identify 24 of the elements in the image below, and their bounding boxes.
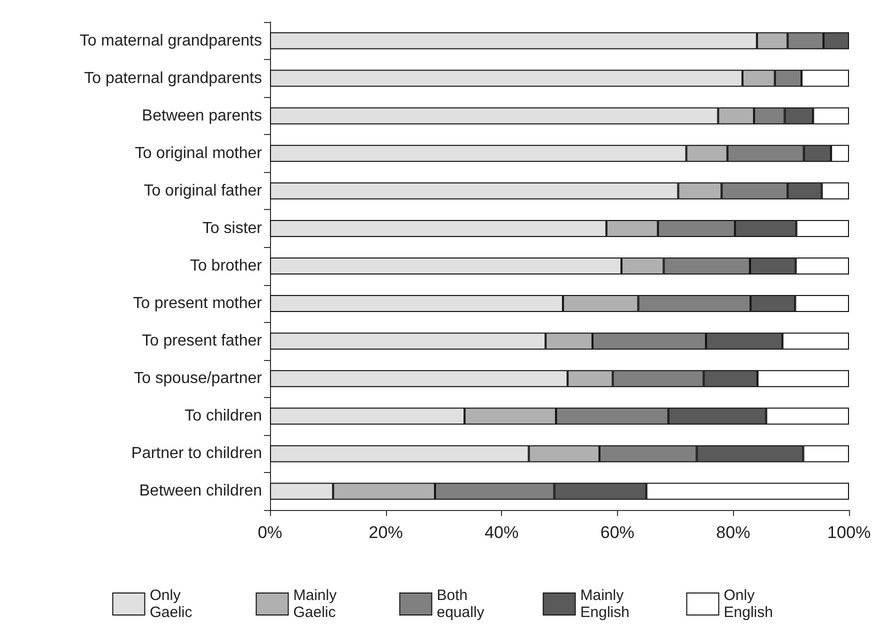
x-tick-label: 40% bbox=[484, 523, 519, 542]
y-tick-label: To paternal grandparents bbox=[84, 70, 262, 87]
legend-label: Only Gaelic bbox=[150, 587, 193, 621]
y-tick-label: To brother bbox=[190, 258, 263, 274]
x-tick-label: 100% bbox=[827, 523, 871, 542]
x-tick-label: 80% bbox=[716, 523, 750, 542]
y-tick-label: To children bbox=[184, 408, 262, 425]
x-tick-label: 60% bbox=[600, 523, 634, 542]
y-tick-label: To present mother bbox=[133, 295, 263, 312]
y-tick-label: To present father bbox=[142, 332, 263, 350]
y-tick-label: To spouse/partner bbox=[134, 370, 263, 388]
y-tick-label: Between children bbox=[139, 482, 262, 500]
y-tick-label: Between parents bbox=[142, 107, 262, 124]
legend-label: Only English bbox=[724, 587, 773, 621]
legend-label: Mainly Gaelic bbox=[293, 587, 341, 621]
legend-label: Mainly English bbox=[580, 587, 630, 621]
y-tick-label: To sister bbox=[202, 220, 263, 237]
x-tick-label: 20% bbox=[368, 523, 403, 542]
y-tick-label: To original father bbox=[144, 182, 263, 200]
x-tick-label: 0% bbox=[258, 523, 282, 542]
y-tick-label: To original mother bbox=[134, 144, 263, 162]
y-tick-label: Partner to children bbox=[131, 445, 262, 462]
legend-label: Both equally bbox=[436, 587, 485, 621]
y-tick-label: To maternal grandparents bbox=[80, 32, 262, 50]
